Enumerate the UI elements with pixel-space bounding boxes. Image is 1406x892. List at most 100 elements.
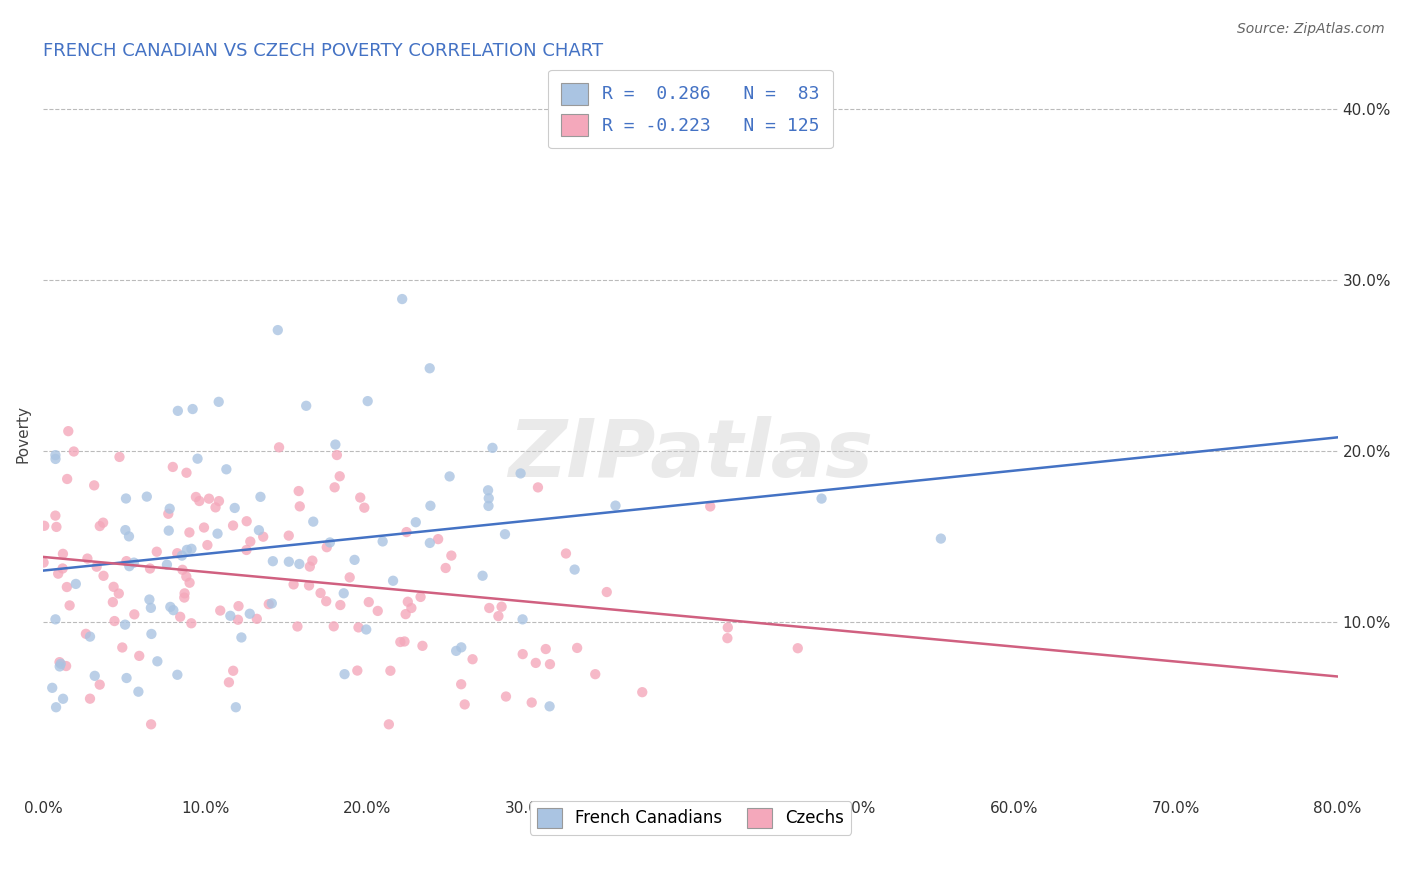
Point [405, 515, 427, 529]
Point [124, 607, 146, 622]
Point [224, 500, 246, 515]
Point [48, 655, 70, 669]
Point [56, 580, 79, 594]
Point [114, 617, 136, 632]
Point [59, 599, 82, 613]
Point [301, 554, 323, 568]
Point [139, 561, 162, 575]
Point [188, 494, 211, 508]
Point [287, 483, 309, 498]
Point [512, 647, 534, 661]
Point [260, 596, 283, 610]
Point [717, 620, 740, 634]
Point [605, 499, 627, 513]
Point [176, 466, 198, 480]
Point [41, 681, 63, 695]
Point [32, 556, 55, 570]
Point [108, 450, 131, 464]
Point [419, 536, 441, 550]
Point [395, 524, 418, 539]
Point [481, 441, 503, 455]
Point [193, 520, 215, 534]
Point [389, 635, 412, 649]
Point [139, 717, 162, 731]
Point [527, 480, 550, 494]
Point [32, 518, 55, 533]
Point [48, 659, 70, 673]
Point [184, 490, 207, 504]
Point [252, 530, 274, 544]
Point [146, 654, 169, 668]
Point [157, 524, 180, 538]
Point [367, 604, 389, 618]
Point [929, 532, 952, 546]
Point [235, 514, 257, 528]
Point [786, 641, 808, 656]
Point [512, 612, 534, 626]
Point [454, 698, 477, 712]
Point [395, 607, 418, 621]
Point [491, 599, 513, 614]
Point [176, 542, 198, 557]
Point [302, 515, 325, 529]
Point [391, 292, 413, 306]
Point [52, 691, 75, 706]
Point [326, 448, 349, 462]
Point [162, 459, 184, 474]
Point [49, 657, 72, 671]
Point [114, 523, 136, 537]
Point [173, 586, 195, 600]
Point [169, 609, 191, 624]
Text: Source: ZipAtlas.com: Source: ZipAtlas.com [1237, 22, 1385, 37]
Point [477, 483, 499, 498]
Point [486, 609, 509, 624]
Point [86, 559, 108, 574]
Point [440, 549, 463, 563]
Point [347, 620, 370, 634]
Point [631, 685, 654, 699]
Point [222, 664, 245, 678]
Point [162, 603, 184, 617]
Point [208, 494, 231, 508]
Point [295, 399, 318, 413]
Point [180, 541, 202, 556]
Point [79, 630, 101, 644]
Point [357, 595, 380, 609]
Point [58, 424, 80, 438]
Point [181, 402, 204, 417]
Point [204, 500, 226, 515]
Point [409, 590, 432, 604]
Point [394, 634, 416, 648]
Point [247, 523, 270, 537]
Point [267, 440, 290, 454]
Point [534, 642, 557, 657]
Point [538, 657, 561, 672]
Point [349, 491, 371, 505]
Point [565, 640, 588, 655]
Point [209, 603, 232, 617]
Point [309, 586, 332, 600]
Point [44, 451, 66, 466]
Point [89, 519, 111, 533]
Point [235, 543, 257, 558]
Point [411, 639, 433, 653]
Point [596, 585, 619, 599]
Point [478, 601, 501, 615]
Point [332, 586, 354, 600]
Point [322, 619, 344, 633]
Point [46, 566, 69, 581]
Text: FRENCH CANADIAN VS CZECH POVERTY CORRELATION CHART: FRENCH CANADIAN VS CZECH POVERTY CORRELA… [44, 42, 603, 60]
Point [156, 558, 179, 572]
Point [427, 532, 450, 546]
Point [75, 627, 97, 641]
Point [288, 500, 311, 514]
Point [315, 540, 337, 554]
Point [444, 644, 467, 658]
Point [564, 563, 586, 577]
Point [135, 490, 157, 504]
Point [45, 520, 67, 534]
Point [103, 614, 125, 628]
Point [141, 627, 163, 641]
Point [239, 607, 262, 621]
Point [315, 594, 337, 608]
